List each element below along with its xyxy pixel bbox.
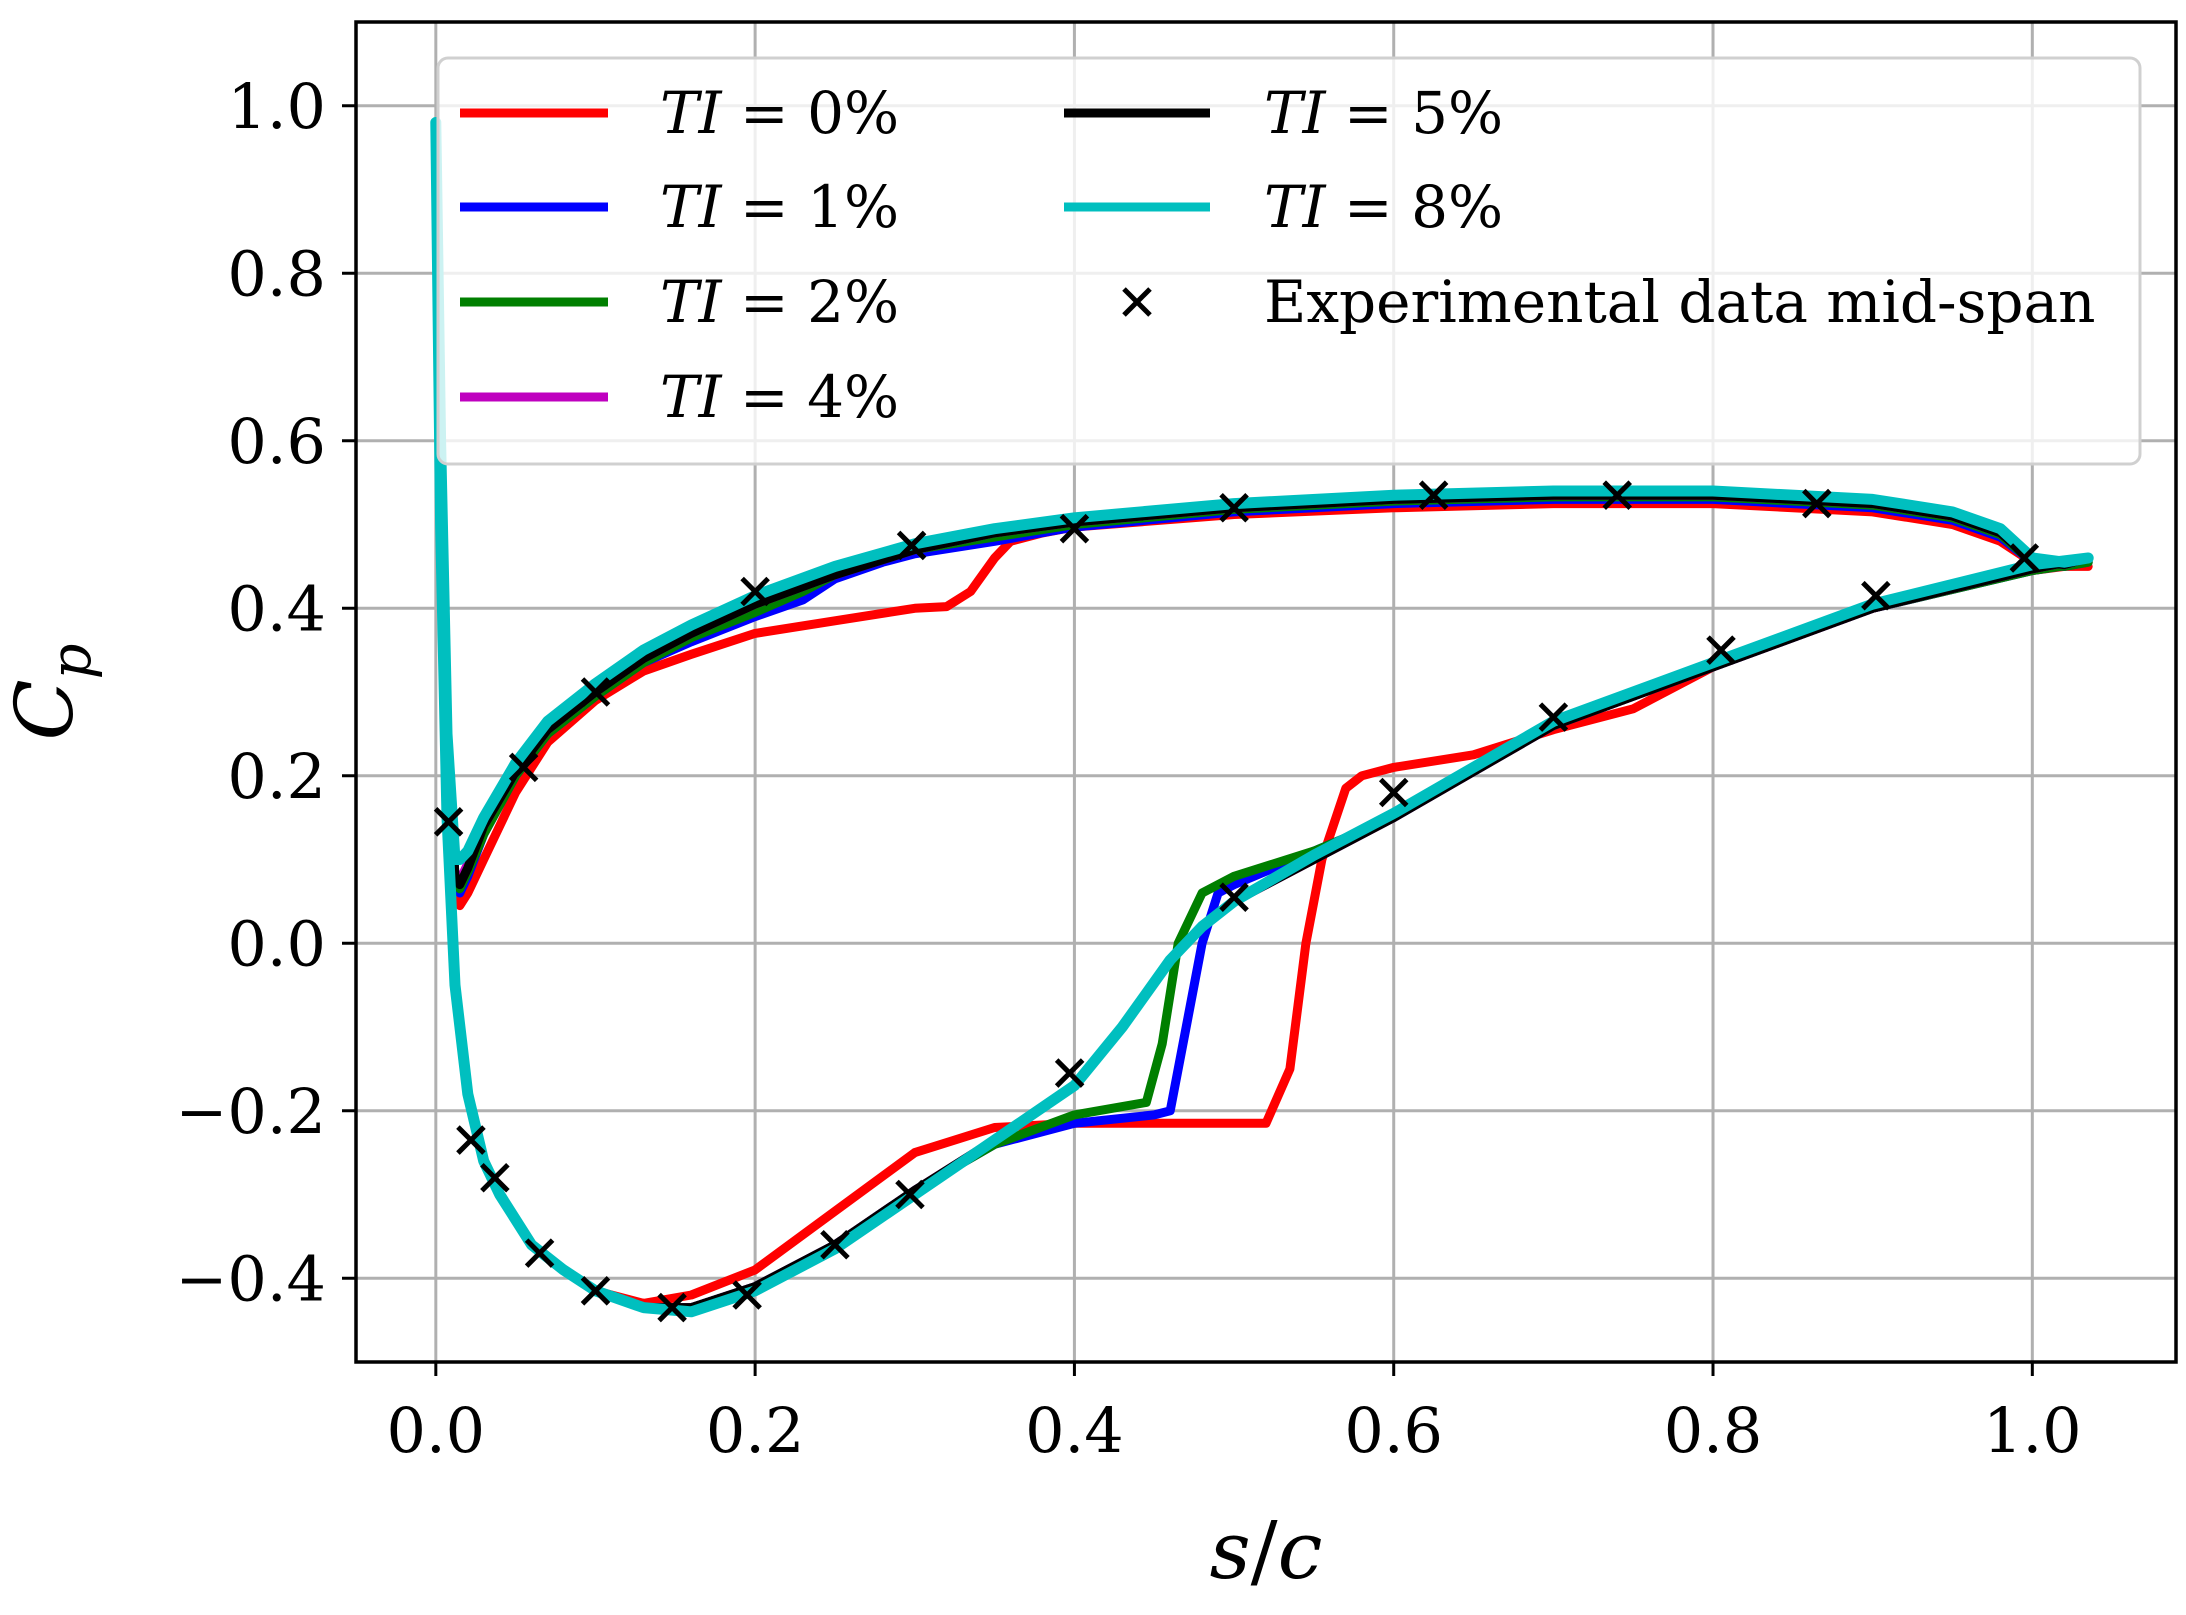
x-tick-label: 0.0 (387, 1394, 486, 1467)
y-tick-label: 0.8 (227, 237, 326, 310)
experimental-point (456, 1125, 486, 1155)
y-tick-label: 1.0 (227, 70, 326, 143)
experimental-point (2009, 543, 2040, 573)
experimental-markers (433, 480, 2040, 1323)
x-tick-label: 0.8 (1664, 1394, 1763, 1467)
experimental-point (508, 752, 539, 783)
x-tick-label: 0.4 (1025, 1394, 1124, 1467)
legend-label: TI = 4% (660, 363, 899, 431)
y-tick-label: 0.6 (227, 405, 326, 478)
experimental-point (1602, 480, 1632, 510)
legend: TI = 0% TI = 1% TI = 2% TI = 4% TI = 5% TI = … (436, 56, 2142, 466)
experimental-point (1059, 513, 1090, 544)
axes-frame (354, 20, 2178, 1364)
experimental-point (1219, 492, 1249, 523)
legend-label: TI = 1% (660, 173, 899, 241)
experimental-point (1378, 777, 1409, 808)
experimental-point (1418, 480, 1449, 510)
legend-label-experimental: Experimental data mid-span (1264, 268, 2095, 336)
legend-box (436, 56, 2142, 466)
experimental-point (524, 1238, 555, 1268)
experimental-point (820, 1229, 850, 1260)
ticks: 0.0 0.2 0.4 0.6 0.8 1.0 −0.4 −0.2 0.0 0.2 0.4 0.6 0.… (175, 70, 2081, 1467)
x-axis-label: s/c (1210, 1504, 1323, 1597)
legend-label: TI = 0% (660, 79, 899, 147)
legend-handle-experimental (1122, 287, 1152, 317)
experimental-point (1706, 635, 1736, 665)
y-tick-label: −0.4 (175, 1242, 326, 1315)
experimental-point (740, 576, 770, 607)
legend-label: TI = 5% (1264, 79, 1503, 147)
experimental-point (1802, 488, 1832, 519)
y-tick-label: −0.2 (175, 1075, 326, 1148)
legend-label: TI = 8% (1264, 173, 1503, 241)
legend-label: TI = 2% (660, 268, 899, 336)
y-axis-label: Cp (0, 643, 104, 740)
experimental-point (580, 677, 611, 707)
experimental-point (1861, 580, 1891, 611)
experimental-point (433, 807, 464, 837)
experimental-point (580, 1276, 611, 1306)
y-tick-label: 0.0 (227, 907, 326, 980)
experimental-point (1054, 1058, 1085, 1088)
experimental-point (657, 1292, 687, 1323)
experimental-point (480, 1162, 510, 1193)
x-tick-label: 1.0 (1983, 1394, 2082, 1467)
experimental-point (1219, 882, 1249, 912)
experimental-point (895, 1179, 925, 1210)
experimental-point (732, 1280, 762, 1310)
y-tick-label: 0.2 (227, 740, 326, 813)
experimental-point (896, 530, 927, 561)
experimental-point (1538, 702, 1569, 732)
x-tick-label: 0.2 (706, 1394, 805, 1467)
x-tick-label: 0.6 (1344, 1394, 1443, 1467)
y-tick-label: 0.4 (227, 572, 326, 645)
